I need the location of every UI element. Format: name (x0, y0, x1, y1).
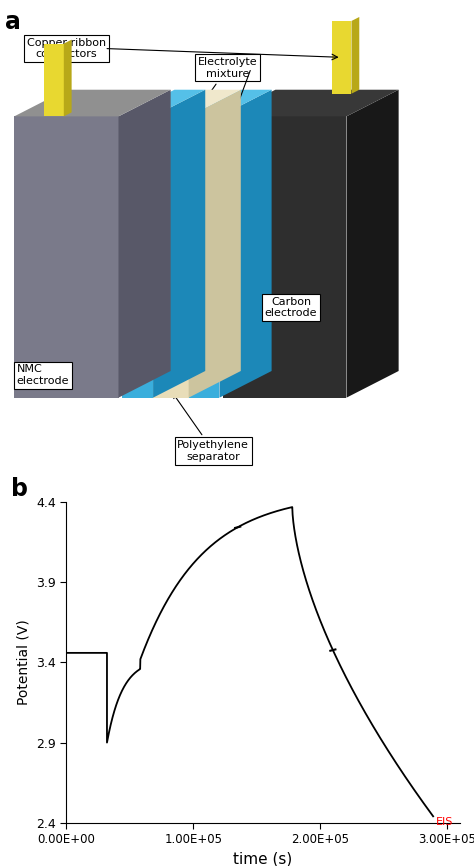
Polygon shape (118, 90, 171, 397)
Polygon shape (331, 21, 351, 94)
Polygon shape (346, 90, 399, 397)
Polygon shape (122, 116, 153, 397)
Text: Copper ribbon
connectors: Copper ribbon connectors (27, 38, 106, 76)
Text: b: b (11, 476, 28, 501)
Text: Polyethylene
separator: Polyethylene separator (173, 394, 249, 462)
Polygon shape (189, 90, 272, 116)
Polygon shape (351, 17, 359, 94)
Polygon shape (223, 116, 346, 397)
Polygon shape (14, 116, 118, 397)
Polygon shape (153, 90, 205, 397)
Text: NMC
electrode: NMC electrode (17, 365, 69, 386)
Text: Carbon
electrode: Carbon electrode (264, 297, 317, 319)
Text: a: a (5, 10, 20, 34)
Polygon shape (122, 90, 205, 116)
Polygon shape (219, 90, 272, 397)
Polygon shape (189, 116, 219, 397)
Polygon shape (153, 116, 189, 397)
Text: EIS: EIS (436, 818, 453, 827)
Polygon shape (223, 90, 399, 116)
Polygon shape (189, 90, 241, 397)
Y-axis label: Potential (V): Potential (V) (17, 619, 31, 706)
Polygon shape (14, 90, 171, 116)
X-axis label: time (s): time (s) (233, 851, 292, 866)
Polygon shape (64, 40, 72, 116)
Text: Electrolyte
mixture: Electrolyte mixture (140, 57, 257, 192)
Polygon shape (153, 90, 241, 116)
Polygon shape (44, 43, 64, 116)
